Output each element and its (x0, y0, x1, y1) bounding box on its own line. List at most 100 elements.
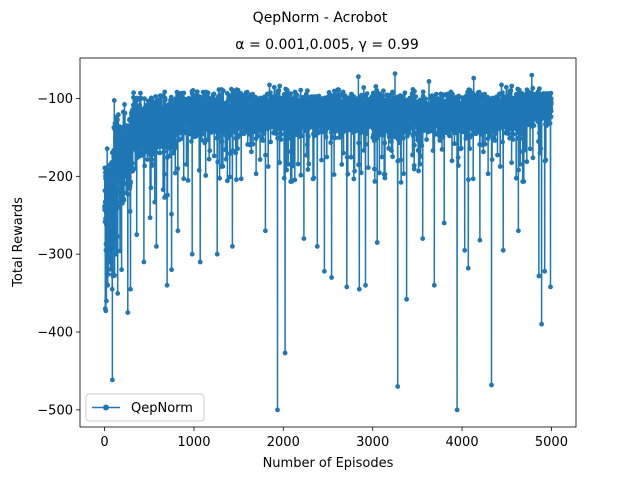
data-point (548, 284, 553, 290)
data-point (372, 166, 377, 172)
data-point (107, 172, 112, 178)
data-point (363, 141, 369, 147)
data-point (410, 152, 415, 158)
data-point (193, 133, 199, 139)
data-point (220, 163, 226, 169)
data-point (323, 134, 329, 140)
data-point (152, 199, 158, 205)
data-point (200, 131, 206, 137)
data-point (147, 139, 153, 144)
data-point (225, 178, 230, 184)
data-point (365, 165, 371, 171)
data-point (281, 175, 287, 181)
data-point (104, 250, 110, 256)
data-point (165, 192, 170, 198)
data-point (181, 90, 187, 96)
data-point (420, 89, 426, 95)
data-point (305, 88, 310, 94)
data-point (203, 173, 209, 178)
data-point (415, 148, 421, 153)
data-point (462, 247, 468, 253)
data-point (516, 167, 521, 173)
data-point (508, 88, 514, 93)
data-point (102, 205, 108, 211)
data-point (524, 159, 530, 165)
data-point (452, 141, 457, 147)
data-point (156, 101, 162, 107)
data-point (288, 91, 293, 96)
figure-suptitle: QepNorm - Acrobot (253, 10, 388, 26)
data-point (189, 139, 194, 144)
data-point (105, 282, 111, 288)
data-point (113, 194, 119, 200)
data-point (105, 241, 110, 247)
data-point (206, 156, 212, 162)
data-point (142, 96, 147, 102)
data-point (278, 137, 284, 142)
data-point (505, 93, 510, 98)
data-point (116, 112, 121, 118)
data-point (381, 132, 387, 138)
data-point (162, 97, 168, 103)
data-point (113, 251, 119, 257)
data-point (305, 94, 310, 99)
data-point (415, 135, 421, 141)
data-point (449, 158, 455, 164)
data-point (522, 147, 528, 153)
data-point (341, 150, 346, 156)
data-point (521, 130, 527, 136)
data-point (420, 236, 426, 242)
data-point (439, 97, 445, 103)
data-point (329, 275, 334, 280)
data-point (202, 140, 208, 146)
data-point (133, 148, 139, 154)
data-point (306, 161, 312, 167)
data-point (536, 130, 542, 136)
data-point (364, 131, 370, 136)
data-point (117, 205, 122, 210)
data-point (154, 145, 160, 150)
data-point (110, 198, 116, 204)
data-point (196, 94, 202, 100)
data-point (412, 88, 417, 94)
data-point (290, 154, 296, 160)
data-point (227, 174, 233, 180)
data-point (517, 161, 523, 167)
data-point (211, 153, 217, 159)
data-point (413, 94, 419, 99)
data-point (492, 138, 498, 143)
data-point (351, 176, 357, 182)
data-point (418, 154, 423, 159)
data-point (340, 89, 346, 95)
data-point (374, 240, 380, 245)
data-point (372, 179, 378, 184)
data-point (166, 101, 172, 107)
data-point (157, 150, 163, 156)
data-point (506, 131, 512, 137)
data-point (539, 321, 544, 327)
data-point (543, 157, 549, 163)
data-point (205, 137, 211, 143)
data-point (344, 154, 350, 160)
data-point (527, 146, 533, 152)
data-point (115, 234, 120, 239)
data-point (400, 135, 406, 141)
data-point (121, 197, 127, 203)
data-point (104, 298, 109, 304)
data-point (454, 407, 460, 413)
data-point (129, 160, 135, 166)
data-point (497, 164, 503, 169)
data-point (292, 177, 298, 183)
data-point (138, 95, 144, 101)
data-point (160, 187, 166, 193)
data-point (169, 267, 175, 273)
data-point (119, 267, 124, 273)
data-point (277, 160, 282, 166)
data-point (285, 161, 291, 167)
data-point (536, 139, 541, 144)
data-point (149, 162, 155, 167)
data-point (440, 134, 446, 140)
data-point (234, 92, 240, 98)
data-point (108, 190, 114, 195)
